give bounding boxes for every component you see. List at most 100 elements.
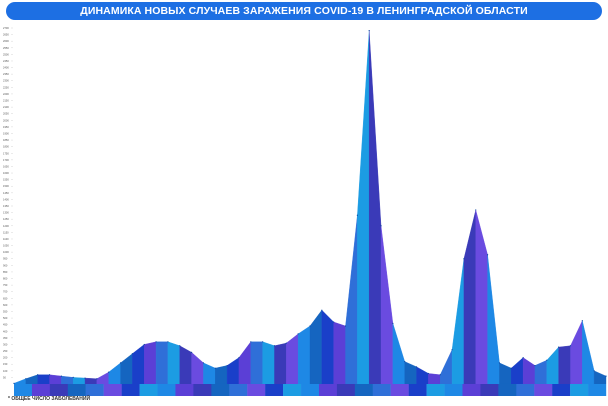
y-tick-label: 1350 xyxy=(3,204,9,208)
x-band xyxy=(175,384,194,396)
area-segment xyxy=(380,225,394,385)
data-point xyxy=(463,258,465,260)
y-tick-label: 1550 xyxy=(3,178,9,182)
area-segment xyxy=(428,373,441,385)
area-segment xyxy=(144,341,157,385)
y-tick-label: 600 xyxy=(3,303,8,307)
data-point xyxy=(13,382,15,384)
x-band xyxy=(14,384,33,396)
y-tick-label: 100 xyxy=(3,369,8,373)
data-point xyxy=(569,345,572,347)
y-tick-label: 50 xyxy=(3,375,6,379)
area-segment xyxy=(286,333,299,385)
y-tick-label: 750 xyxy=(3,283,8,287)
y-tick-label: 150 xyxy=(3,362,8,366)
area-segment xyxy=(25,374,38,385)
data-point xyxy=(262,341,264,343)
y-tick-label: 2100 xyxy=(3,105,9,109)
data-point xyxy=(155,341,157,343)
data-point xyxy=(439,374,441,376)
area-segment xyxy=(13,378,27,385)
x-band xyxy=(426,384,445,396)
y-tick-label: 2200 xyxy=(3,92,9,96)
area-segment xyxy=(37,374,50,385)
area-segment xyxy=(570,320,583,385)
x-band xyxy=(31,384,51,396)
y-tick-label: 1700 xyxy=(3,158,9,162)
y-tick-label: 1200 xyxy=(3,224,9,228)
area-segment xyxy=(167,341,180,385)
area-segment xyxy=(522,357,536,385)
data-point xyxy=(309,325,311,327)
y-tick-label: 1850 xyxy=(3,138,9,142)
x-band xyxy=(336,384,356,396)
area-segment xyxy=(108,362,121,385)
y-tick-label: 250 xyxy=(3,349,8,353)
area-segment xyxy=(61,375,74,385)
y-tick-label: 2700 xyxy=(3,26,9,30)
area-segment xyxy=(179,345,192,385)
area-segment xyxy=(582,320,595,385)
x-band xyxy=(534,384,553,396)
data-point xyxy=(72,376,74,379)
area-segment xyxy=(238,341,251,385)
y-tick-label: 2300 xyxy=(3,79,9,83)
y-tick-label: 2650 xyxy=(3,33,9,37)
area-segment xyxy=(534,359,547,385)
data-point xyxy=(321,309,323,311)
area-segment xyxy=(499,362,512,385)
area-segment xyxy=(297,325,311,385)
area-segment xyxy=(274,342,287,385)
area-segment xyxy=(558,345,571,385)
area-segment xyxy=(345,215,358,385)
area-segment xyxy=(404,361,417,385)
y-tick-label: 1050 xyxy=(3,244,9,248)
x-band xyxy=(588,384,607,396)
x-band-strip xyxy=(14,384,607,396)
x-band xyxy=(193,384,212,396)
y-tick-label: 850 xyxy=(3,270,8,274)
area-segment xyxy=(369,30,382,385)
y-tick-label: 500 xyxy=(3,316,8,320)
data-point xyxy=(273,345,276,347)
area-segment xyxy=(357,30,370,385)
y-tick-label: 2450 xyxy=(3,59,9,63)
data-point xyxy=(131,353,133,355)
data-point xyxy=(581,320,583,322)
y-tick-label: 400 xyxy=(3,329,8,333)
y-tick-label: 1600 xyxy=(3,171,9,175)
y-tick-label: 2250 xyxy=(3,85,9,89)
x-band xyxy=(49,384,69,396)
y-tick-label: 2600 xyxy=(3,39,9,43)
data-point xyxy=(285,342,287,344)
data-point xyxy=(427,372,429,375)
area-segment xyxy=(132,344,145,385)
data-point xyxy=(487,254,489,256)
area-segment xyxy=(309,309,323,385)
data-point xyxy=(96,378,98,380)
x-band xyxy=(354,384,373,396)
x-band xyxy=(103,384,122,396)
data-point xyxy=(25,378,27,380)
chart-title: ДИНАМИКА НОВЫХ СЛУЧАЕВ ЗАРАЖЕНИЯ COVID-1… xyxy=(80,5,528,17)
data-point xyxy=(593,370,595,372)
y-axis: 50 100 150 200 250 300 350 400 450 500 550 600 650 70… xyxy=(3,26,13,379)
x-band xyxy=(408,384,427,396)
x-band xyxy=(372,384,391,396)
area-segment xyxy=(262,341,275,385)
area-segment xyxy=(487,254,500,385)
area-segment xyxy=(226,357,240,385)
y-tick-label: 1750 xyxy=(3,151,9,155)
data-point xyxy=(143,343,145,346)
data-point xyxy=(297,333,299,335)
data-point xyxy=(558,346,560,348)
chart-title-bar: ДИНАМИКА НОВЫХ СЛУЧАЕВ ЗАРАЖЕНИЯ COVID-1… xyxy=(6,2,602,20)
area-segment xyxy=(49,374,62,385)
y-tick-label: 1500 xyxy=(3,184,9,188)
x-band xyxy=(444,384,463,396)
y-tick-label: 2350 xyxy=(3,72,9,76)
x-band xyxy=(211,384,230,396)
data-point xyxy=(119,362,122,364)
data-point xyxy=(451,349,453,351)
area-segment xyxy=(546,346,559,385)
